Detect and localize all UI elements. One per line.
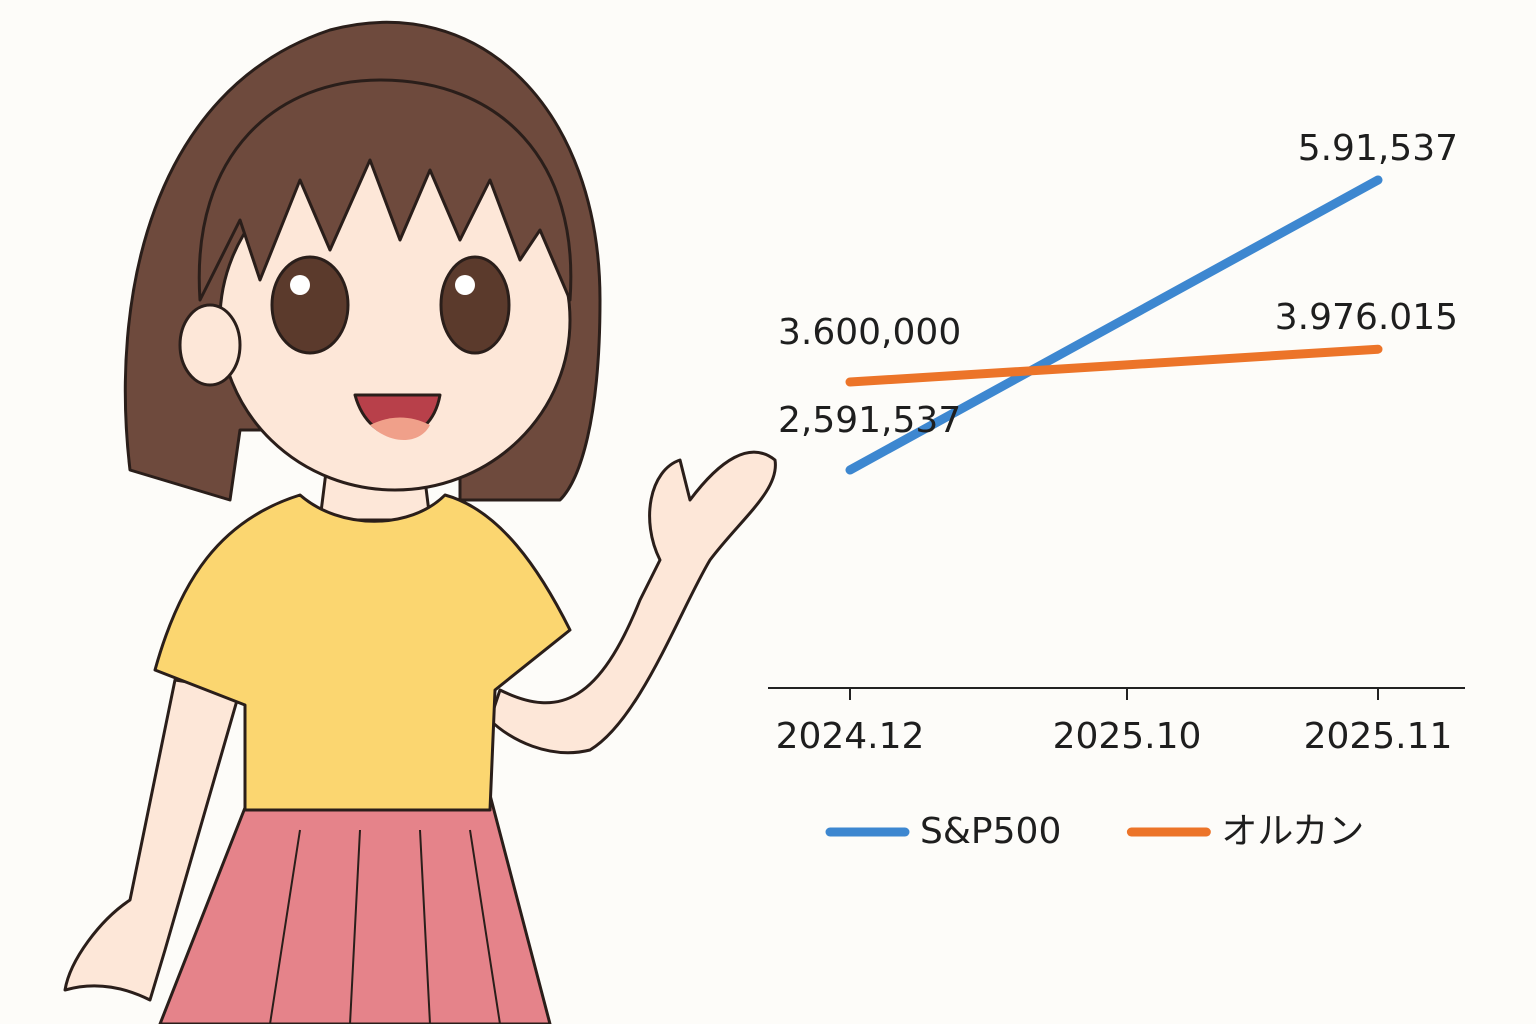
x-tick-label: 2025.10 xyxy=(1053,716,1202,757)
value-label: 2,591,537 xyxy=(778,400,961,441)
eye-shine xyxy=(290,275,310,295)
value-label: 3.600,000 xyxy=(778,312,961,353)
hair-fringe xyxy=(197,78,573,302)
line xyxy=(845,175,1383,475)
eye-left xyxy=(270,255,350,355)
arm-right xyxy=(488,450,777,755)
skirt-pleats xyxy=(269,829,501,1024)
eye-right xyxy=(439,255,511,355)
value-label: 5.91,537 xyxy=(1298,128,1458,169)
illustration xyxy=(63,20,777,1024)
legend-label: オルカン xyxy=(1221,811,1364,852)
legend-label: S&P500 xyxy=(920,811,1061,852)
eye-shine xyxy=(455,275,475,295)
line xyxy=(845,344,1383,387)
ear xyxy=(178,303,242,387)
arm-left xyxy=(63,678,242,1002)
value-label: 3.976.015 xyxy=(1275,297,1458,338)
tongue xyxy=(370,417,430,440)
x-tick-label: 2024.12 xyxy=(776,716,925,757)
x-tick-label: 2025.11 xyxy=(1304,716,1453,757)
shirt xyxy=(153,493,572,812)
